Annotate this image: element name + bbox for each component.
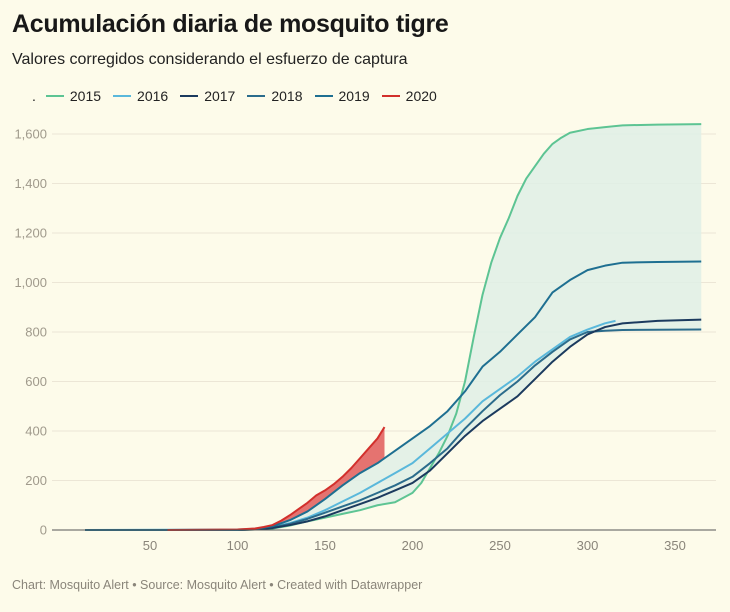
y-tick-label: 400 [25, 424, 47, 439]
x-tick-label: 250 [489, 538, 511, 553]
legend-label: 2017 [204, 88, 236, 104]
y-tick-label: 800 [25, 325, 47, 340]
legend-prefix: . [32, 88, 36, 104]
y-tick-label: 1,400 [14, 176, 47, 191]
legend-item-2016[interactable]: 2016 [113, 88, 168, 104]
legend-swatch-2020 [381, 95, 400, 97]
x-axis: 50 100 150 200 250 300 350 [143, 538, 686, 553]
x-tick-label: 100 [227, 538, 249, 553]
legend-swatch-2015 [45, 95, 64, 97]
legend-item-2020[interactable]: 2020 [381, 88, 437, 104]
x-tick-label: 150 [314, 538, 336, 553]
series-line-2020 [167, 426, 386, 531]
legend-label: 2018 [271, 88, 303, 104]
chart-footer: Chart: Mosquito Alert • Source: Mosquito… [12, 578, 423, 592]
legend-item-2015[interactable]: 2015 [45, 88, 102, 104]
legend-swatch-2016 [113, 95, 132, 97]
series-line-2019 [85, 260, 702, 531]
x-tick-label: 200 [402, 538, 424, 553]
legend-label: 2015 [69, 88, 102, 104]
legend-label: 2019 [338, 88, 370, 104]
legend-item-2019[interactable]: 2019 [314, 88, 370, 104]
x-tick-label: 300 [577, 538, 599, 553]
y-tick-label: 200 [25, 473, 47, 488]
y-tick-label: 1,600 [14, 127, 47, 142]
range-band [85, 124, 702, 530]
legend-swatch-2019 [314, 95, 333, 97]
y-tick-label: 1,000 [14, 275, 47, 290]
legend-item-2017[interactable]: 2017 [180, 88, 235, 104]
legend-item-2018[interactable]: 2018 [247, 88, 303, 104]
chart-title: Acumulación diaria de mosquito tigre [12, 10, 449, 38]
series-line-2017 [85, 318, 702, 531]
legend-label: 2016 [137, 88, 169, 104]
series-line-2018 [85, 328, 702, 531]
y-tick-label: 0 [40, 523, 47, 538]
legend-swatch-2017 [180, 95, 199, 97]
y-axis: 0 200 400 600 800 1,000 1,200 1,400 1,600 [14, 127, 47, 538]
chart-subtitle: Valores corregidos considerando el esfue… [12, 51, 408, 68]
series-lines [85, 123, 702, 531]
x-tick-label: 350 [664, 538, 686, 553]
y-tick-label: 1,200 [14, 226, 47, 241]
legend: . 2015 2016 2017 2018 2019 2020 [32, 88, 449, 104]
x-tick-label: 50 [143, 538, 157, 553]
legend-label: 2020 [405, 88, 437, 104]
y-tick-label: 600 [25, 374, 47, 389]
legend-swatch-2018 [247, 95, 266, 97]
